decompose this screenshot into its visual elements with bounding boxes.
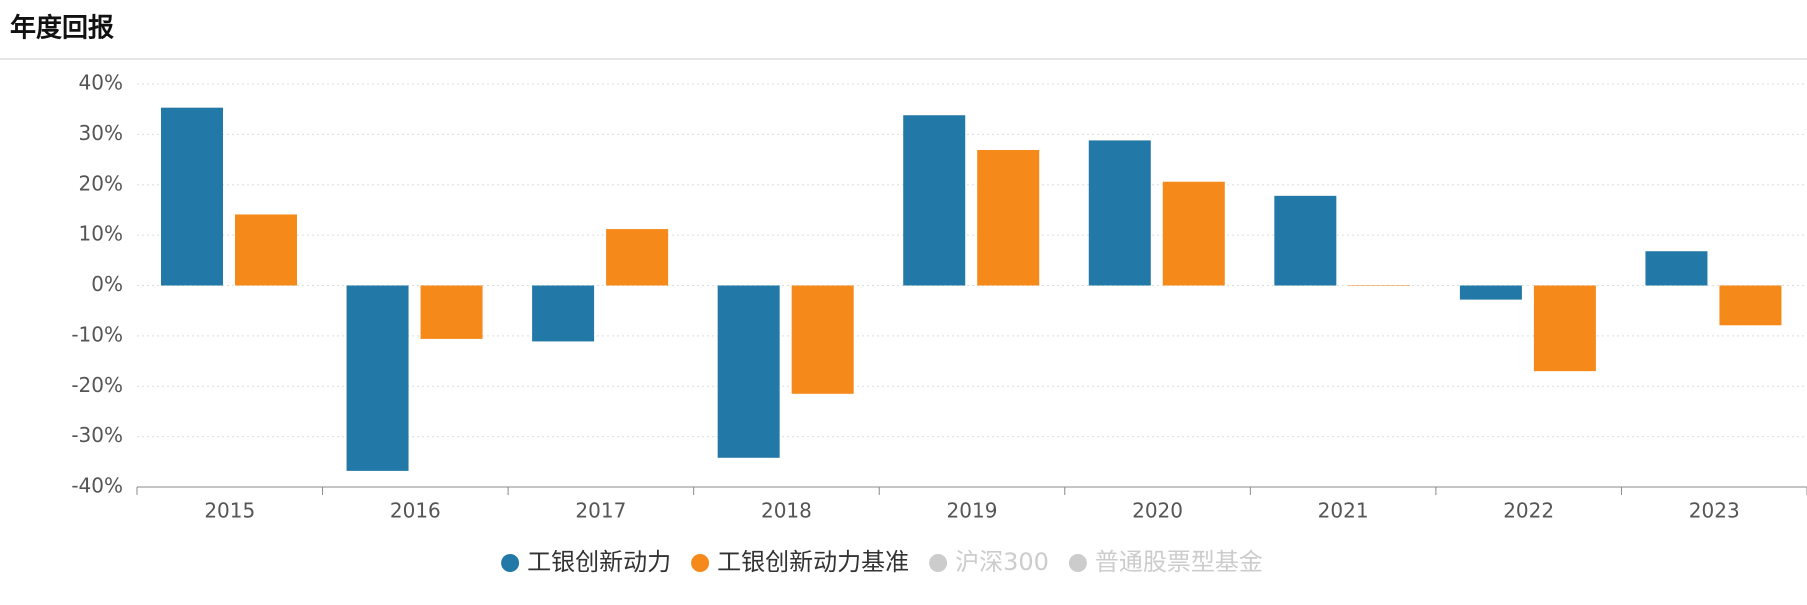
x-tick-label: 2018 [761,499,812,523]
y-tick-label: 0% [91,272,123,296]
legend-marker [501,554,520,572]
x-tick-label: 2019 [947,499,998,523]
bar [1533,285,1596,372]
bar [420,285,483,339]
legend-label: 工银创新动力 [527,548,671,576]
legend-label: 普通股票型基金 [1095,548,1263,576]
chart-title: 年度回报 [10,13,114,44]
bar [346,285,409,471]
y-tick-label: -40% [71,474,123,498]
bar [532,285,595,342]
bar [235,214,297,286]
y-tick-label: -20% [71,373,123,397]
y-tick-label: 10% [79,222,123,246]
bar [977,149,1040,286]
y-tick-label: -30% [71,423,123,447]
legend-marker [1068,554,1087,572]
x-tick-label: 2023 [1689,499,1740,523]
x-tick-label: 2022 [1503,499,1554,523]
bar [606,229,669,286]
legend-label: 工银创新动力基准 [717,548,909,576]
legend-marker [691,554,710,572]
x-tick-label: 2017 [575,499,626,523]
x-tick-label: 2016 [390,499,441,523]
bar [1088,140,1151,286]
bar [1719,285,1782,326]
x-tick-label: 2020 [1132,499,1183,523]
y-tick-label: -10% [71,322,123,346]
bar [717,285,780,458]
y-tick-label: 20% [79,171,123,195]
bar [1459,285,1522,300]
y-tick-label: 30% [79,121,123,145]
legend-label: 沪深300 [955,548,1049,576]
bar [903,115,966,286]
x-tick-label: 2015 [204,499,255,523]
legend-marker [929,554,948,572]
y-tick-label: 40% [79,71,123,95]
x-tick-label: 2021 [1318,499,1369,523]
bar [791,285,854,394]
bar [1162,181,1225,286]
bar [1274,195,1337,286]
bar [1348,284,1411,286]
bar [161,107,223,286]
bar [1645,251,1708,286]
